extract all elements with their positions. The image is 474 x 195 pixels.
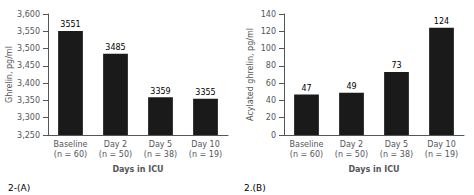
svg-text:120: 120 — [261, 27, 276, 36]
svg-text:Days in ICU: Days in ICU — [112, 165, 163, 174]
svg-text:80: 80 — [266, 61, 276, 70]
svg-text:3,350: 3,350 — [17, 96, 40, 105]
svg-text:3,550: 3,550 — [17, 27, 40, 36]
svg-text:100: 100 — [261, 44, 276, 53]
svg-text:3,600: 3,600 — [17, 10, 40, 19]
svg-text:3359: 3359 — [150, 87, 170, 96]
svg-text:(n = 38): (n = 38) — [144, 150, 177, 159]
svg-text:Day 2: Day 2 — [340, 140, 363, 149]
svg-text:(n = 50): (n = 50) — [335, 150, 368, 159]
svg-text:3,400: 3,400 — [17, 79, 40, 88]
svg-text:140: 140 — [261, 10, 276, 19]
svg-text:(n = 19): (n = 19) — [189, 150, 222, 159]
svg-text:Day 2: Day 2 — [104, 140, 127, 149]
svg-text:0: 0 — [271, 131, 276, 140]
svg-text:Day 5: Day 5 — [149, 140, 172, 149]
svg-text:Ghrelin, pg/ml: Ghrelin, pg/ml — [5, 46, 14, 103]
svg-text:(n = 60): (n = 60) — [54, 150, 87, 159]
svg-text:3485: 3485 — [105, 43, 125, 52]
svg-text:3,500: 3,500 — [17, 44, 40, 53]
svg-text:3355: 3355 — [195, 88, 215, 97]
svg-text:(n = 38): (n = 38) — [380, 150, 413, 159]
svg-text:3,250: 3,250 — [17, 131, 40, 140]
svg-text:(n = 19): (n = 19) — [425, 150, 458, 159]
svg-text:3,300: 3,300 — [17, 113, 40, 122]
svg-text:47: 47 — [301, 84, 311, 93]
svg-text:(n = 60): (n = 60) — [290, 150, 323, 159]
svg-text:60: 60 — [266, 79, 276, 88]
svg-text:(n = 50): (n = 50) — [99, 150, 132, 159]
svg-text:Day 5: Day 5 — [385, 140, 408, 149]
svg-text:2-(A): 2-(A) — [8, 183, 30, 193]
svg-text:20: 20 — [266, 113, 276, 122]
svg-text:Baseline: Baseline — [290, 140, 324, 149]
svg-text:40: 40 — [266, 96, 276, 105]
svg-text:2.(B): 2.(B) — [244, 183, 266, 193]
svg-text:49: 49 — [346, 82, 356, 91]
svg-text:Acylated ghrelin, pg/ml: Acylated ghrelin, pg/ml — [246, 28, 255, 121]
svg-text:Day 10: Day 10 — [427, 140, 456, 149]
svg-text:Baseline: Baseline — [54, 140, 88, 149]
svg-text:3551: 3551 — [60, 20, 80, 29]
svg-text:73: 73 — [391, 61, 401, 70]
svg-text:3,450: 3,450 — [17, 61, 40, 70]
svg-text:Days in ICU: Days in ICU — [348, 165, 399, 174]
svg-text:Day 10: Day 10 — [191, 140, 220, 149]
svg-text:124: 124 — [434, 17, 449, 26]
